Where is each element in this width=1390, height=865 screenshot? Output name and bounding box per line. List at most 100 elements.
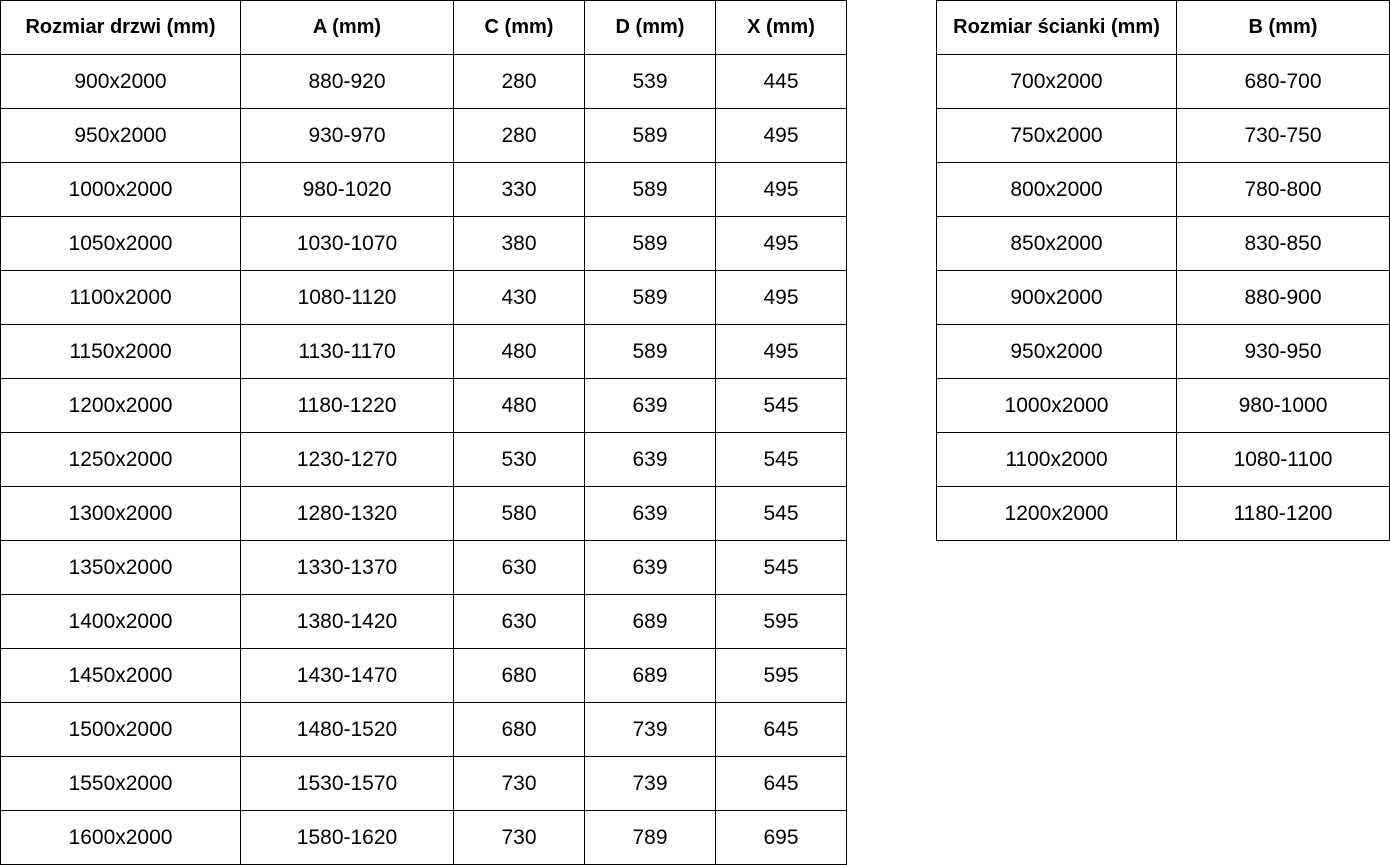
column-header: D (mm): [584, 0, 716, 55]
table-cell: 1500x2000: [0, 702, 241, 757]
table-row: 1150x2000 1130-1170 480 589 495: [0, 324, 847, 379]
table-cell: 1550x2000: [0, 756, 241, 811]
table-row: 700x2000 680-700: [936, 54, 1390, 109]
table-row: 800x2000 780-800: [936, 162, 1390, 217]
table-row: 1400x2000 1380-1420 630 689 595: [0, 594, 847, 649]
table-cell: 700x2000: [936, 54, 1177, 109]
table-cell: 1180-1220: [240, 378, 454, 433]
table-cell: 480: [453, 378, 585, 433]
table-cell: 545: [715, 378, 847, 433]
table-cell: 800x2000: [936, 162, 1177, 217]
table-cell: 950x2000: [936, 324, 1177, 379]
table-cell: 1030-1070: [240, 216, 454, 271]
table-cell: 630: [453, 540, 585, 595]
column-header: Rozmiar drzwi (mm): [0, 0, 241, 55]
table-cell: 1300x2000: [0, 486, 241, 541]
table-cell: 830-850: [1176, 216, 1390, 271]
table-cell: 695: [715, 810, 847, 865]
table-cell: 1380-1420: [240, 594, 454, 649]
table-row: 1600x2000 1580-1620 730 789 695: [0, 810, 847, 865]
table-cell: 980-1020: [240, 162, 454, 217]
table-cell: 1000x2000: [0, 162, 241, 217]
table-cell: 1430-1470: [240, 648, 454, 703]
door-size-table: Rozmiar drzwi (mm) A (mm) C (mm) D (mm) X (m…: [0, 0, 847, 865]
table-cell: 530: [453, 432, 585, 487]
table-cell: 1450x2000: [0, 648, 241, 703]
table-cell: 730: [453, 810, 585, 865]
table-cell: 1150x2000: [0, 324, 241, 379]
table-row: 850x2000 830-850: [936, 216, 1390, 271]
table-row: 1050x2000 1030-1070 380 589 495: [0, 216, 847, 271]
table-row: 1000x2000 980-1020 330 589 495: [0, 162, 847, 217]
table-cell: 1080-1100: [1176, 432, 1390, 487]
table-row: 750x2000 730-750: [936, 108, 1390, 163]
table-cell: 680-700: [1176, 54, 1390, 109]
table-cell: 495: [715, 108, 847, 163]
table-cell: 589: [584, 324, 716, 379]
table-row: 1000x2000 980-1000: [936, 378, 1390, 433]
table-cell: 595: [715, 594, 847, 649]
table-row: 1100x2000 1080-1100: [936, 432, 1390, 487]
table-cell: 280: [453, 54, 585, 109]
table-cell: 1100x2000: [936, 432, 1177, 487]
table-cell: 730-750: [1176, 108, 1390, 163]
table-row: 900x2000 880-920 280 539 445: [0, 54, 847, 109]
table-cell: 1400x2000: [0, 594, 241, 649]
table-cell: 639: [584, 486, 716, 541]
column-header: X (mm): [715, 0, 847, 55]
table-cell: 1200x2000: [936, 486, 1177, 541]
table-cell: 1050x2000: [0, 216, 241, 271]
table-cell: 380: [453, 216, 585, 271]
table-cell: 580: [453, 486, 585, 541]
column-header: Rozmiar ścianki (mm): [936, 0, 1177, 55]
table-cell: 900x2000: [936, 270, 1177, 325]
header-row: Rozmiar drzwi (mm) A (mm) C (mm) D (mm) X (m…: [0, 0, 847, 55]
table-cell: 1600x2000: [0, 810, 241, 865]
table-cell: 1080-1120: [240, 270, 454, 325]
table-cell: 545: [715, 540, 847, 595]
table-row: 1500x2000 1480-1520 680 739 645: [0, 702, 847, 757]
table-row: 1200x2000 1180-1220 480 639 545: [0, 378, 847, 433]
table-cell: 445: [715, 54, 847, 109]
table-cell: 680: [453, 702, 585, 757]
header-row: Rozmiar ścianki (mm) B (mm): [936, 0, 1390, 55]
table-cell: 639: [584, 540, 716, 595]
table-cell: 1130-1170: [240, 324, 454, 379]
table-cell: 1530-1570: [240, 756, 454, 811]
table-cell: 689: [584, 594, 716, 649]
table-cell: 495: [715, 162, 847, 217]
table-cell: 1000x2000: [936, 378, 1177, 433]
table-cell: 880-900: [1176, 270, 1390, 325]
table-cell: 430: [453, 270, 585, 325]
table-cell: 1330-1370: [240, 540, 454, 595]
table-row: 950x2000 930-950: [936, 324, 1390, 379]
table-row: 1200x2000 1180-1200: [936, 486, 1390, 541]
table-row: 1300x2000 1280-1320 580 639 545: [0, 486, 847, 541]
table-cell: 639: [584, 432, 716, 487]
table-row: 1450x2000 1430-1470 680 689 595: [0, 648, 847, 703]
table-cell: 750x2000: [936, 108, 1177, 163]
table-cell: 739: [584, 756, 716, 811]
table-cell: 589: [584, 162, 716, 217]
table-row: 1350x2000 1330-1370 630 639 545: [0, 540, 847, 595]
table-cell: 1230-1270: [240, 432, 454, 487]
table-cell: 980-1000: [1176, 378, 1390, 433]
table-cell: 639: [584, 378, 716, 433]
table-cell: 780-800: [1176, 162, 1390, 217]
table-cell: 630: [453, 594, 585, 649]
table-cell: 850x2000: [936, 216, 1177, 271]
table-cell: 1480-1520: [240, 702, 454, 757]
table-cell: 589: [584, 108, 716, 163]
table-row: 900x2000 880-900: [936, 270, 1390, 325]
table-cell: 589: [584, 270, 716, 325]
column-header: C (mm): [453, 0, 585, 55]
table-cell: 739: [584, 702, 716, 757]
table-cell: 595: [715, 648, 847, 703]
table-cell: 495: [715, 216, 847, 271]
table-row: 1550x2000 1530-1570 730 739 645: [0, 756, 847, 811]
wall-size-table: Rozmiar ścianki (mm) B (mm) 700x2000 680-7…: [936, 0, 1390, 541]
table-cell: 950x2000: [0, 108, 241, 163]
table-cell: 280: [453, 108, 585, 163]
table-cell: 545: [715, 432, 847, 487]
table-cell: 730: [453, 756, 585, 811]
